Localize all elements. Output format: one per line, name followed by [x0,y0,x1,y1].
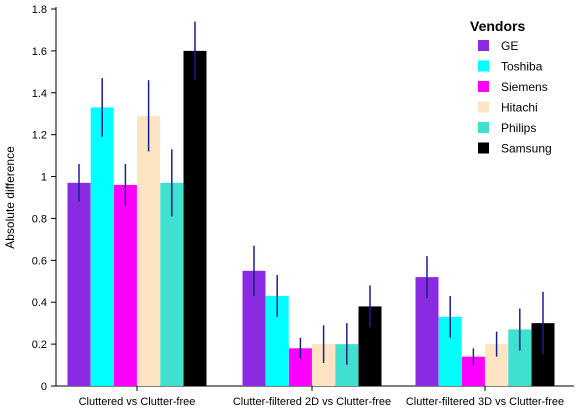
legend-label: Samsung [501,142,552,156]
bars [67,50,555,387]
y-tick-label: 1 [41,172,47,184]
bar [265,295,289,386]
legend-swatch [478,122,489,133]
y-tick-label: 1.2 [32,130,47,142]
legend-label: Toshiba [501,60,543,74]
bar [415,277,439,386]
error-bars [78,21,544,366]
y-tick-label: 1.8 [32,4,47,16]
y-tick-label: 0.8 [32,213,47,225]
legend-label: GE [501,39,518,53]
legend-label: Siemens [501,80,548,94]
x-tick-label: Clutter-filtered 2D vs Clutter-free [233,396,391,408]
y-axis-title: Absolute difference [3,146,17,249]
legend: Vendors GE Toshiba Siemens Hitachi Philips Sa… [470,18,552,156]
bar [90,107,114,386]
bar [113,184,137,386]
y-tick-label: 0 [41,381,47,393]
legend-label: Hitachi [501,101,538,115]
legend-swatch [478,101,489,113]
y-tick-label: 1.4 [32,88,47,100]
bar [438,316,462,386]
bar [137,115,161,387]
y-tick-label: 1.6 [32,46,47,58]
y-tick-label: 0.2 [32,339,47,351]
legend-label: Philips [501,121,536,135]
axes: 0 0.2 0.4 0.6 0.8 1 1.2 1.4 1.6 1.8 Cluttered vs C… [32,4,574,408]
bar [461,356,485,386]
bar [242,270,266,386]
legend-swatch [478,40,489,51]
bar [312,344,336,386]
bar [183,50,207,387]
y-tick-label: 0.6 [32,255,47,267]
y-tick-label: 0.4 [32,297,47,309]
bar [485,344,509,386]
legend-title: Vendors [470,18,525,34]
bar [288,348,312,386]
bar [508,329,532,386]
legend-swatch [478,81,489,92]
bar [358,306,382,386]
legend-swatch [478,142,489,154]
bar [160,182,184,386]
x-tick-label: Cluttered vs Clutter-free [79,396,196,408]
legend-swatch [478,60,489,72]
bar [67,182,91,386]
x-tick-label: Clutter-filtered 3D vs Clutter-free [406,396,564,408]
